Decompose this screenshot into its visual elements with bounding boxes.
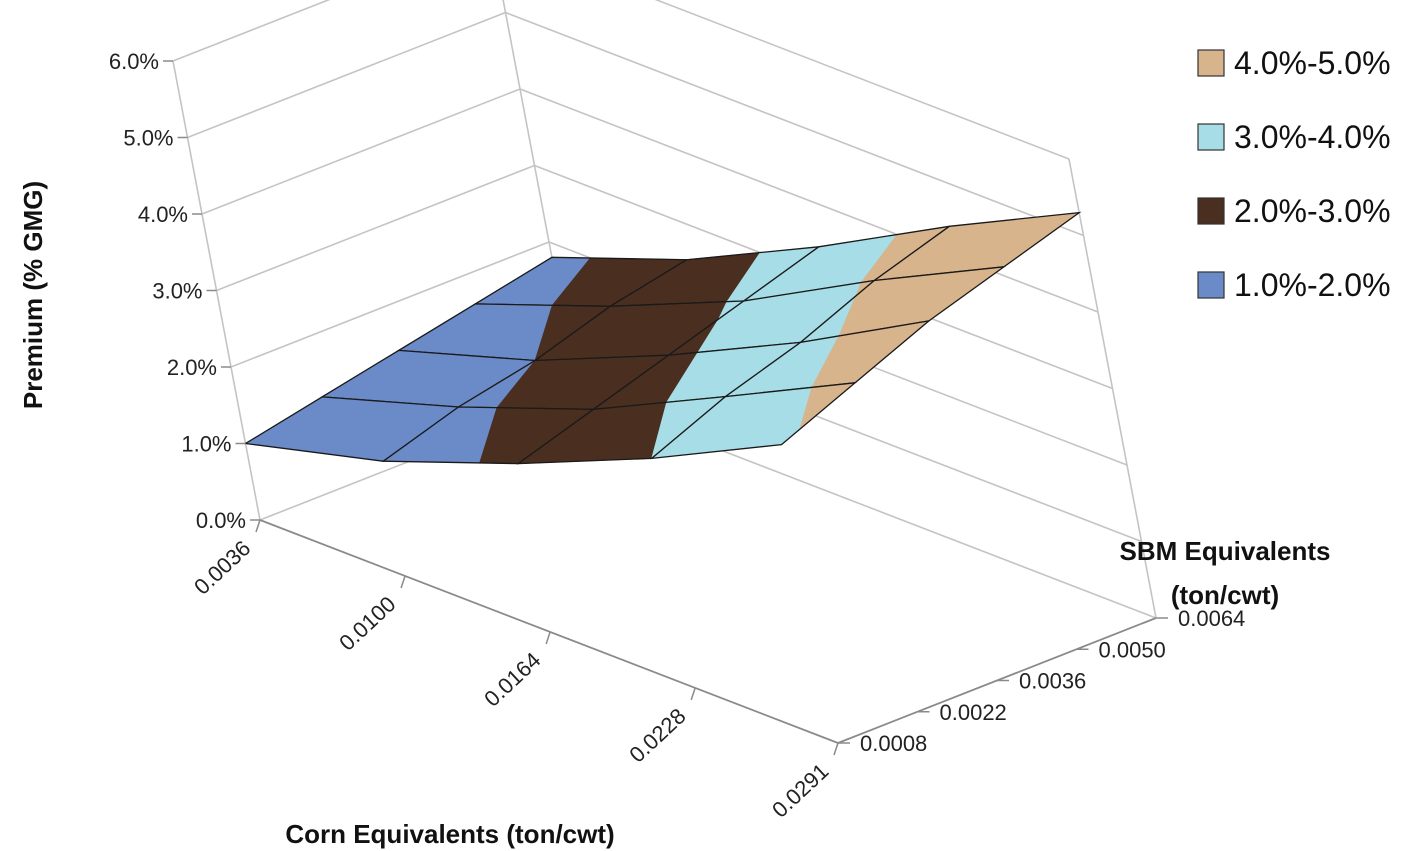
corn-tick-mark [833,742,839,756]
corn-tick-mark [545,631,551,645]
y-axis-title-line-1: SBM Equivalents [1120,536,1331,566]
legend-label: 1.0%-2.0% [1234,267,1391,303]
corn-tick-mark [690,687,696,701]
corn-tick-label: 0.0100 [334,591,400,655]
legend-swatch [1197,123,1225,151]
chart-axes [259,519,1157,744]
surface-plot [243,211,1082,465]
corn-tick-label: 0.0164 [479,647,545,711]
z-tick-label: 3.0% [152,279,202,304]
z-gridline [230,241,1128,466]
legend-label: 3.0%-4.0% [1234,119,1391,155]
sbm-tick-label: 0.0022 [940,700,1007,725]
legend-label: 2.0%-3.0% [1234,193,1391,229]
corn-tick-mark [400,575,406,589]
surface-grid-cell [649,381,858,460]
z-tick-label: 5.0% [123,126,173,151]
sbm-tick-label: 0.0050 [1099,637,1166,662]
corn-axis-line [259,519,839,744]
legend-label: 4.0%-5.0% [1234,45,1391,81]
sbm-tick-label: 0.0036 [1019,669,1086,694]
sbm-tick-label: 0.0008 [860,731,927,756]
corn-tick-mark [255,519,261,533]
legend: 4.0%-5.0% 3.0%-4.0% 2.0%-3.0% 1.0%-2.0% [1197,45,1391,303]
corn-tick-label: 0.0291 [767,758,833,822]
z-tick-label: 2.0% [167,355,217,380]
z-tick-label: 4.0% [138,202,188,227]
legend-swatch [1197,271,1225,299]
z-gridline [187,11,1084,237]
y-axis-title-line-2: (ton/cwt) [1171,580,1279,610]
z-gridline [172,0,1070,160]
corn-tick-label: 0.0228 [624,703,690,767]
z-axis-title: Premium (% GMG) [18,181,48,409]
z-tick-label: 1.0% [181,432,231,457]
corn-tick-label: 0.0036 [189,535,255,599]
legend-swatch [1197,197,1225,225]
z-tick-label: 0.0% [196,508,246,533]
x-axis-title: Corn Equivalents (ton/cwt) [285,819,614,849]
sbm-tick-label: 0.0064 [1178,606,1245,631]
legend-swatch [1197,49,1225,77]
z-tick-label: 6.0% [109,49,159,74]
